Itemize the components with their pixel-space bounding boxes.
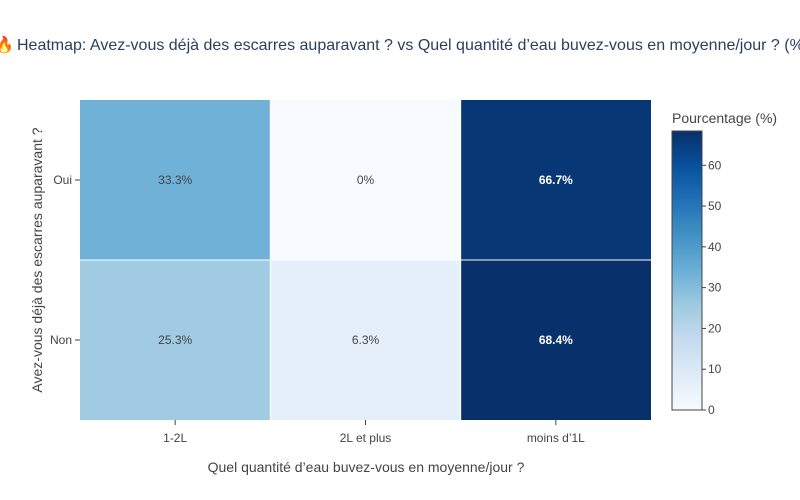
cell-value-label: 0% <box>357 173 375 187</box>
colorbar-tick-label: 60 <box>708 158 722 172</box>
colorbar-tick-label: 50 <box>708 199 722 213</box>
x-axis-ticks: 1-2L 2L et plus moins d’1L <box>163 420 585 445</box>
colorbar-tick-label: 10 <box>708 362 722 376</box>
fire-icon: 🔥 <box>0 35 14 54</box>
heatmap-cell <box>270 100 461 260</box>
chart-title-group: 🔥 Heatmap: Avez-vous déjà des escarres a… <box>0 35 800 54</box>
colorbar-tick-label: 30 <box>708 281 722 295</box>
colorbar-title: Pourcentage (%) <box>672 110 777 126</box>
heatmap-cells: 33.3% 0% 66.7% 25.3% 6.3% 68.4% <box>80 100 651 420</box>
colorbar: Pourcentage (%) 0 10 20 30 40 50 60 <box>671 110 777 417</box>
cell-value-label: 68.4% <box>539 333 573 347</box>
colorbar-gradient <box>671 130 703 411</box>
heatmap-cell <box>460 260 651 420</box>
y-tick-label: Oui <box>53 173 72 187</box>
heatmap-cell <box>80 260 271 420</box>
heatmap-cell <box>460 100 651 260</box>
chart-title: Heatmap: Avez-vous déjà des escarres aup… <box>17 37 800 54</box>
cell-value-label: 33.3% <box>158 173 192 187</box>
colorbar-tick-label: 0 <box>708 403 715 417</box>
x-tick-label: 2L et plus <box>340 431 392 445</box>
cell-value-label: 6.3% <box>352 333 380 347</box>
colorbar-ticks: 0 10 20 30 40 50 60 <box>702 158 722 417</box>
colorbar-tick-label: 40 <box>708 240 722 254</box>
x-tick-label: 1-2L <box>163 431 187 445</box>
heatmap-cell <box>80 100 271 260</box>
y-axis-ticks: Oui Non <box>50 173 80 347</box>
x-tick-label: moins d’1L <box>527 431 585 445</box>
y-axis-title: Avez-vous déjà des escarres auparavant ? <box>29 127 45 392</box>
y-tick-label: Non <box>50 333 72 347</box>
cell-value-label: 66.7% <box>539 173 573 187</box>
heatmap-cell <box>270 260 461 420</box>
colorbar-tick-label: 20 <box>708 321 722 335</box>
cell-value-label: 25.3% <box>158 333 192 347</box>
x-axis-title: Quel quantité d’eau buvez-vous en moyenn… <box>208 459 525 475</box>
